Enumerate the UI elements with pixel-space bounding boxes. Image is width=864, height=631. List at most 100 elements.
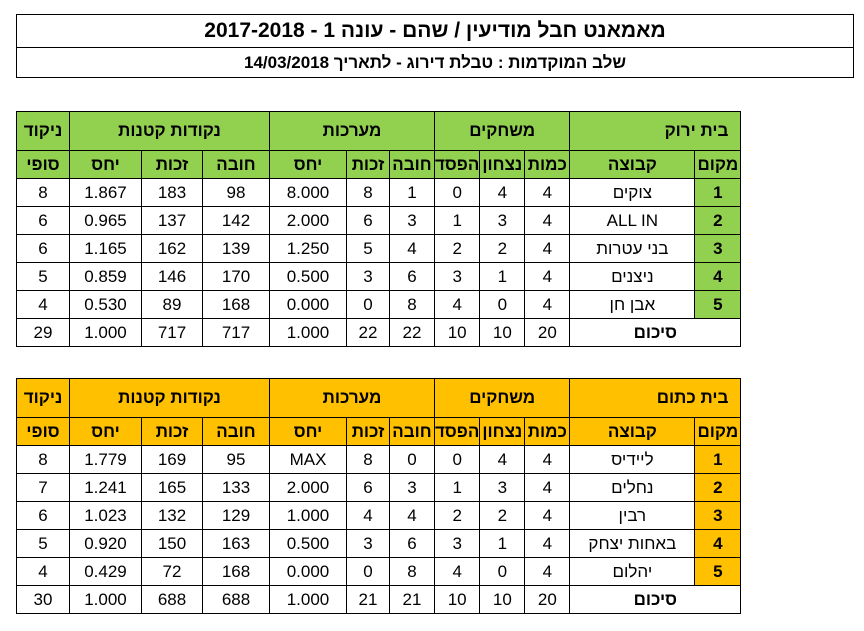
summary-lost-cell: 10 (433, 585, 481, 614)
standings-table-2: בית כתום משחקים מערכות נקודות קטנות ניקוד מקו… (16, 378, 742, 614)
team-name-cell: צוקים (569, 178, 696, 207)
final-score-header-bottom: סופי (16, 150, 70, 179)
place-header: מקום (694, 417, 742, 446)
sets-against-cell: 6 (389, 262, 435, 291)
summary-sets-ratio-cell: 1.000 (269, 318, 347, 347)
sets-subheader: חובה (389, 417, 435, 446)
lost-cell: 4 (433, 290, 481, 319)
sets-group-header: מערכות (269, 378, 435, 418)
team-name-cell: באחות יצחק (569, 529, 696, 558)
won-cell: 3 (479, 206, 526, 235)
summary-pts-for-cell: 717 (141, 318, 203, 347)
sets-for-cell: 6 (346, 473, 390, 502)
team-name-cell: ליידיס (569, 445, 696, 474)
sets-for-cell: 3 (346, 529, 390, 558)
pts-ratio-cell: 0.920 (69, 529, 142, 558)
summary-pts-against-cell: 717 (202, 318, 270, 347)
sets-against-cell: 6 (389, 529, 435, 558)
sets-for-cell: 8 (346, 445, 390, 474)
rank-cell: 3 (694, 501, 742, 530)
sets-against-cell: 0 (389, 445, 435, 474)
team-header: קבוצה (569, 417, 696, 446)
points-subheader: יחס (69, 417, 142, 446)
summary-won-cell: 10 (479, 585, 526, 614)
final-score-header-bottom: סופי (16, 417, 70, 446)
pts-against-cell: 168 (202, 557, 270, 586)
sets-group-header: מערכות (269, 111, 435, 151)
rank-cell: 4 (694, 262, 742, 291)
sets-against-cell: 3 (389, 473, 435, 502)
sets-ratio-cell: 0.000 (269, 290, 347, 319)
games-subheader: הפסד (433, 417, 481, 446)
sets-for-cell: 8 (346, 178, 390, 207)
games-subheader: הפסד (433, 150, 481, 179)
pts-ratio-cell: 1.241 (69, 473, 142, 502)
pts-ratio-cell: 1.165 (69, 234, 142, 263)
won-cell: 0 (479, 557, 526, 586)
sets-ratio-cell: MAX (269, 445, 347, 474)
sets-ratio-cell: 0.500 (269, 262, 347, 291)
pts-for-cell: 146 (141, 262, 203, 291)
sets-against-cell: 4 (389, 501, 435, 530)
final-cell: 5 (16, 262, 70, 291)
final-cell: 6 (16, 206, 70, 235)
summary-final-cell: 29 (16, 318, 70, 347)
played-cell: 4 (524, 290, 571, 319)
final-cell: 4 (16, 290, 70, 319)
pts-for-cell: 132 (141, 501, 203, 530)
points-group-header: נקודות קטנות (69, 378, 270, 418)
points-subheader: חובה (202, 417, 270, 446)
summary-sets-for-cell: 21 (346, 585, 390, 614)
pts-against-cell: 142 (202, 206, 270, 235)
sets-subheader: יחס (269, 417, 347, 446)
pts-against-cell: 168 (202, 290, 270, 319)
sets-subheader: זכות (346, 150, 390, 179)
table-row: 5 יהלום 4 0 4 8 0 0.000 168 72 0.429 4 (16, 557, 742, 586)
table-row: 1 צוקים 4 4 0 1 8 8.000 98 183 1.867 8 (16, 178, 742, 207)
pts-against-cell: 129 (202, 501, 270, 530)
place-header: מקום (694, 150, 742, 179)
played-cell: 4 (524, 473, 571, 502)
lost-cell: 0 (433, 178, 481, 207)
standings-table-1: בית ירוק משחקים מערכות נקודות קטנות ניקוד מקו… (16, 111, 742, 347)
title-box: מאמאנט חבל מודיעין / שהם - עונה 1 - 2017… (16, 14, 854, 78)
summary-final-cell: 30 (16, 585, 70, 614)
final-cell: 6 (16, 501, 70, 530)
team-name-cell: יהלום (569, 557, 696, 586)
pts-for-cell: 89 (141, 290, 203, 319)
pts-ratio-cell: 1.779 (69, 445, 142, 474)
sets-against-cell: 4 (389, 234, 435, 263)
sets-against-cell: 1 (389, 178, 435, 207)
lost-cell: 2 (433, 501, 481, 530)
sets-subheader: זכות (346, 417, 390, 446)
pts-for-cell: 183 (141, 178, 203, 207)
sets-ratio-cell: 2.000 (269, 206, 347, 235)
points-subheader: יחס (69, 150, 142, 179)
lost-cell: 1 (433, 473, 481, 502)
table-row: 1 ליידיס 4 4 0 0 8 MAX 95 169 1.779 8 (16, 445, 742, 474)
pts-for-cell: 165 (141, 473, 203, 502)
page-subtitle: שלב המוקדמות : טבלת דירוג - לתאריך 14/03… (243, 52, 627, 72)
summary-label: סיכום (569, 318, 742, 347)
team-name-cell: אבן חן (569, 290, 696, 319)
pts-against-cell: 133 (202, 473, 270, 502)
sets-ratio-cell: 1.250 (269, 234, 347, 263)
final-score-header-top: ניקוד (16, 378, 70, 418)
summary-row: סיכום 20 10 10 22 22 1.000 717 717 1.000 29 (16, 318, 742, 347)
lost-cell: 4 (433, 557, 481, 586)
final-cell: 8 (16, 445, 70, 474)
won-cell: 4 (479, 178, 526, 207)
team-name-cell: רבין (569, 501, 696, 530)
final-cell: 4 (16, 557, 70, 586)
summary-pts-for-cell: 688 (141, 585, 203, 614)
table-row: 2 נחלים 4 3 1 3 6 2.000 133 165 1.241 7 (16, 473, 742, 502)
team-name-cell: נחלים (569, 473, 696, 502)
team-name-cell: ALL IN (569, 206, 696, 235)
rank-cell: 3 (694, 234, 742, 263)
lost-cell: 2 (433, 234, 481, 263)
pts-against-cell: 95 (202, 445, 270, 474)
sets-against-cell: 8 (389, 290, 435, 319)
pts-against-cell: 139 (202, 234, 270, 263)
pts-for-cell: 150 (141, 529, 203, 558)
sets-ratio-cell: 2.000 (269, 473, 347, 502)
